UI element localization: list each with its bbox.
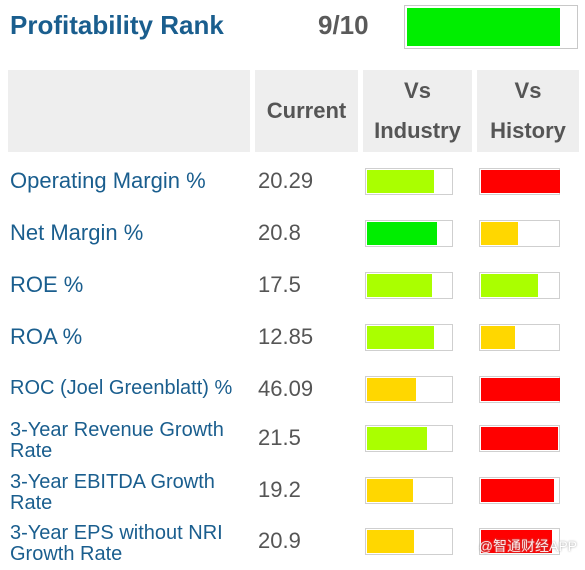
vs-history-bar-fill: [481, 479, 554, 502]
vs-industry-bar-fill: [367, 479, 413, 502]
vs-history-bar-fill: [481, 378, 560, 401]
metric-current-value: 21.5: [258, 425, 301, 450]
vs-industry-bar: [365, 220, 453, 247]
vs-industry-bar: [365, 477, 453, 504]
vs-industry-bar: [365, 168, 453, 195]
vs-history-bar: [479, 376, 560, 403]
vs-history-bar-fill: [481, 222, 518, 245]
metric-current-value: 46.09: [258, 376, 314, 401]
table-row: 3-Year EPS without NRI Growth Rate 20.9: [8, 523, 582, 570]
vs-industry-bar-fill: [367, 530, 414, 553]
vs-industry-bar-fill: [367, 326, 434, 349]
metric-label: 3-Year EPS without NRI Growth Rate: [10, 522, 223, 565]
vs-industry-bar: [365, 425, 453, 452]
vs-history-bar: [479, 168, 560, 195]
vs-history-bar: [479, 528, 560, 555]
metric-label: ROA %: [10, 324, 83, 349]
metric-label: ROE %: [10, 272, 84, 297]
vs-history-bar-fill: [481, 530, 552, 553]
metric-current-value: 17.5: [258, 272, 301, 297]
rank-bar-fill: [407, 8, 560, 46]
vs-industry-bar-fill: [367, 222, 437, 245]
header-vs-history: Vs History: [477, 70, 579, 152]
rank-value: 9/10: [318, 10, 369, 40]
table-row: 3-Year Revenue Growth Rate 21.5: [8, 420, 582, 470]
vs-industry-bar: [365, 376, 453, 403]
metric-label: Operating Margin %: [10, 168, 206, 193]
metric-current-value: 20.9: [258, 528, 301, 553]
metric-label: 3-Year Revenue Growth Rate: [10, 419, 224, 462]
vs-history-bar: [479, 425, 560, 452]
metric-label: ROC (Joel Greenblatt) %: [10, 377, 233, 399]
header-vs-industry: Vs Industry: [363, 70, 472, 152]
metric-label: 3-Year EBITDA Growth Rate: [10, 471, 215, 514]
header-blank: [8, 70, 250, 152]
vs-industry-bar-fill: [367, 378, 416, 401]
table-row: ROA % 12.85: [8, 319, 582, 369]
table-row: ROC (Joel Greenblatt) % 46.09: [8, 371, 582, 421]
vs-industry-bar: [365, 324, 453, 351]
table-row: Operating Margin % 20.29: [8, 163, 582, 213]
vs-history-bar-fill: [481, 170, 560, 193]
table-row: Net Margin % 20.8: [8, 215, 582, 265]
metric-current-value: 20.8: [258, 220, 301, 245]
rank-title: Profitability Rank: [10, 10, 224, 40]
vs-industry-bar-fill: [367, 170, 434, 193]
vs-history-bar: [479, 477, 560, 504]
metric-current-value: 12.85: [258, 324, 314, 349]
vs-history-bar: [479, 324, 560, 351]
vs-history-bar-fill: [481, 326, 515, 349]
table-row: ROE % 17.5: [8, 267, 582, 317]
metric-current-value: 20.29: [258, 168, 314, 193]
vs-industry-bar: [365, 272, 453, 299]
header-current: Current: [255, 70, 358, 152]
vs-history-bar-fill: [481, 427, 558, 450]
metric-label: Net Margin %: [10, 220, 144, 245]
vs-industry-bar-fill: [367, 427, 427, 450]
watermark: @智通财经APP: [478, 538, 577, 554]
vs-history-bar: [479, 220, 560, 247]
rank-bar: [404, 5, 578, 49]
table-row: 3-Year EBITDA Growth Rate 19.2: [8, 472, 582, 522]
metric-current-value: 19.2: [258, 477, 301, 502]
vs-industry-bar-fill: [367, 274, 432, 297]
vs-industry-bar: [365, 528, 453, 555]
vs-history-bar: [479, 272, 560, 299]
vs-history-bar-fill: [481, 274, 538, 297]
